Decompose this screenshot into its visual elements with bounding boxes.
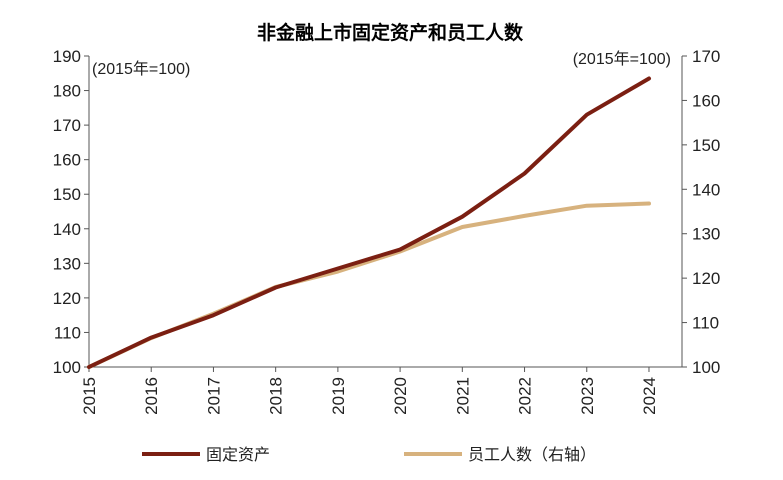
left-tick-label: 190 <box>53 47 81 66</box>
right-tick-label: 100 <box>692 358 720 377</box>
chart-title: 非金融上市固定资产和员工人数 <box>257 21 524 44</box>
x-tick-label: 2017 <box>204 377 223 415</box>
right-tick-label: 160 <box>692 91 720 110</box>
right-tick-label: 130 <box>692 225 720 244</box>
left-axis-note: (2015年=100) <box>92 60 190 78</box>
x-tick-label: 2019 <box>329 377 348 415</box>
x-tick-label: 2018 <box>267 377 286 415</box>
x-tick-label: 2023 <box>578 377 597 415</box>
left-tick-label: 120 <box>53 289 81 308</box>
right-tick-label: 170 <box>692 47 720 66</box>
right-tick-label: 150 <box>692 136 720 155</box>
legend-label-2: 员工人数（右轴） <box>468 445 596 464</box>
x-tick-label: 2021 <box>453 377 472 415</box>
series-line-2 <box>87 201 651 369</box>
axes: 100 110 120 130 140 150 160 170 180 190 100 110 120 1… <box>53 47 721 415</box>
right-tick-label: 120 <box>692 269 720 288</box>
x-tick-label: 2016 <box>142 377 161 415</box>
left-tick-label: 130 <box>53 254 81 273</box>
left-tick-label: 110 <box>54 323 81 342</box>
series-line-1 <box>87 76 651 369</box>
x-tick-label: 2015 <box>80 377 99 415</box>
series-layer <box>87 76 651 369</box>
x-tick-label: 2024 <box>640 377 659 415</box>
legend: 固定资产 员工人数（右轴） <box>142 445 596 464</box>
legend-label-1: 固定资产 <box>206 445 270 464</box>
x-tick-label: 2020 <box>391 377 410 415</box>
right-tick-label: 140 <box>692 180 720 199</box>
left-tick-label: 100 <box>53 358 81 377</box>
left-tick-label: 140 <box>53 220 81 239</box>
left-tick-label: 160 <box>53 151 81 170</box>
right-tick-label: 110 <box>692 314 719 333</box>
left-tick-label: 150 <box>53 185 81 204</box>
left-tick-label: 180 <box>53 82 81 101</box>
x-tick-label: 2022 <box>516 377 535 415</box>
left-tick-label: 170 <box>53 116 81 135</box>
right-axis-note: (2015年=100) <box>573 50 671 68</box>
